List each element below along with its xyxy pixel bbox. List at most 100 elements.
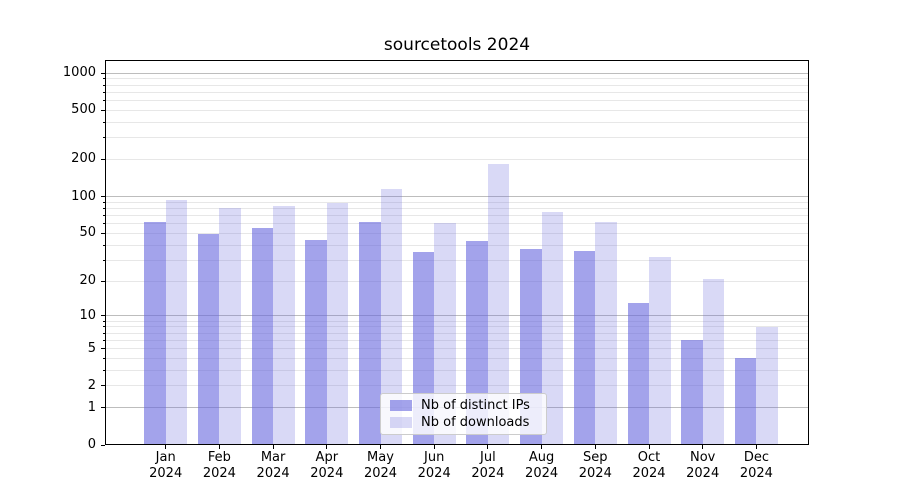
x-tick-label-line: Jan <box>155 450 176 465</box>
gridline-minor-60 <box>105 223 809 225</box>
y-tick-20 <box>101 280 105 282</box>
y-minortick-30 <box>103 259 105 261</box>
x-tick-label-jul: Jul 2024 <box>458 450 518 482</box>
x-tick-label-apr: Apr 2024 <box>297 450 357 482</box>
gridline-minor-900 <box>105 78 809 80</box>
x-tick-label-oct: Oct 2024 <box>619 450 679 482</box>
chart-title: sourcetools 2024 <box>383 35 531 55</box>
x-tick-label-line: Feb <box>207 450 231 465</box>
gridline-minor-500 <box>105 109 809 111</box>
bar-downloads-may <box>380 188 402 445</box>
x-tick-label-line: Nov <box>690 450 716 465</box>
y-minortick-3 <box>103 369 105 371</box>
y-tick-label-100: 100 <box>71 188 96 204</box>
y-minortick-90 <box>103 201 105 203</box>
gridline-minor-3 <box>105 369 809 371</box>
gridline-minor-40 <box>105 244 809 246</box>
y-tick-1 <box>101 407 105 409</box>
y-minortick-7 <box>103 332 105 334</box>
bar-downloads-apr <box>326 203 349 445</box>
gridline-minor-4 <box>105 357 809 359</box>
bar-downloads-jul <box>487 163 510 445</box>
x-tick-label-line: 2024 <box>363 466 398 481</box>
x-tick-label-line: 2024 <box>578 466 612 481</box>
x-tick-oct <box>648 445 650 449</box>
x-tick-label-aug: Aug 2024 <box>512 450 572 482</box>
y-tick-label-2: 2 <box>87 377 96 393</box>
bar-downloads-dec <box>756 326 778 445</box>
x-tick-label-line: Mar <box>260 450 286 465</box>
x-tick-label-line: Apr <box>315 450 339 465</box>
y-minortick-400 <box>103 121 105 123</box>
y-tick-label-1: 1 <box>87 399 96 415</box>
x-tick-label-dec: Dec 2024 <box>726 450 786 482</box>
x-tick-label-line: 2024 <box>686 466 720 481</box>
x-tick-apr <box>326 445 328 449</box>
bar-downloads-aug <box>541 211 564 445</box>
x-tick-label-line: Jun <box>424 450 445 465</box>
y-tick-label-10: 10 <box>79 307 96 323</box>
y-minortick-4 <box>103 357 105 359</box>
x-tick-label-line: 2024 <box>632 466 666 481</box>
y-tick-label-1000: 1000 <box>62 65 96 80</box>
y-minortick-300 <box>103 137 105 139</box>
y-minortick-6 <box>103 339 105 341</box>
gridline-minor-7 <box>105 332 809 334</box>
y-tick-label-200: 200 <box>71 151 96 167</box>
gridline-minor-90 <box>105 201 809 203</box>
y-tick-10 <box>101 315 105 317</box>
x-tick-label-line: Dec <box>743 450 769 465</box>
legend-label-downloads: Nb of downloads <box>421 414 530 430</box>
x-tick-label-line: 2024 <box>202 466 236 481</box>
x-tick-aug <box>541 445 543 449</box>
y-minortick-600 <box>103 99 105 101</box>
x-tick-label-line: May <box>367 450 394 465</box>
x-tick-label-line: 2024 <box>149 466 183 481</box>
right-spine <box>808 60 809 445</box>
y-tick-label-50: 50 <box>79 225 96 241</box>
x-tick-label-line: Oct <box>637 450 661 465</box>
y-tick-5 <box>101 348 105 350</box>
gridline-minor-200 <box>105 158 809 160</box>
legend-swatch-distinct-ips <box>390 400 412 411</box>
bar-ips-nov <box>681 340 703 445</box>
bar-ips-dec <box>734 358 757 445</box>
y-tick-label-500: 500 <box>71 102 96 118</box>
x-tick-label-may: May 2024 <box>351 450 411 482</box>
x-tick-nov <box>702 445 704 449</box>
bar-ips-apr <box>305 240 327 445</box>
plot-area <box>105 60 809 445</box>
gridline-minor-30 <box>105 259 809 261</box>
gridline-minor-80 <box>105 207 809 209</box>
y-minortick-900 <box>103 78 105 80</box>
y-minortick-700 <box>103 91 105 93</box>
y-tick-100 <box>101 196 105 197</box>
x-tick-label-jun: Jun 2024 <box>404 450 464 482</box>
bar-ips-sep <box>573 250 596 445</box>
x-tick-label-feb: Feb 2024 <box>189 450 249 482</box>
left-spine <box>105 60 106 445</box>
x-tick-label-jan: Jan 2024 <box>136 450 196 482</box>
y-tick-0 <box>101 444 105 446</box>
y-minortick-60 <box>103 223 105 225</box>
y-minortick-80 <box>103 207 105 209</box>
gridline-major-1000 <box>105 72 809 74</box>
x-tick-label-mar: Mar 2024 <box>243 450 303 482</box>
gridline-minor-2 <box>105 385 809 387</box>
y-tick-label-5: 5 <box>87 340 96 356</box>
gridline-major-10 <box>105 315 809 317</box>
bottom-spine <box>105 444 809 445</box>
x-tick-label-line: Sep <box>583 450 608 465</box>
legend-label-distinct-ips: Nb of distinct IPs <box>421 397 530 413</box>
top-spine <box>105 60 809 61</box>
x-tick-label-sep: Sep 2024 <box>565 450 625 482</box>
x-tick-label-line: Aug <box>528 450 555 465</box>
bar-ips-jan <box>144 221 166 445</box>
y-tick-500 <box>101 109 105 111</box>
gridline-major-100 <box>105 196 809 197</box>
y-tick-2 <box>101 385 105 387</box>
y-minortick-800 <box>103 84 105 86</box>
y-tick-200 <box>101 158 105 160</box>
x-tick-label-line: 2024 <box>471 466 505 481</box>
